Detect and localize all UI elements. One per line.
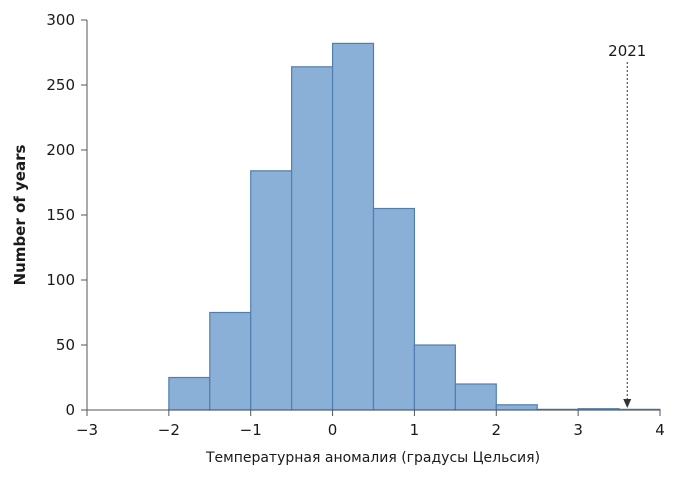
annotation-arrow-icon	[623, 399, 632, 408]
x-tick-label: −2	[158, 421, 180, 439]
x-tick-label: 4	[655, 421, 665, 439]
histogram-bar-1	[168, 376, 211, 411]
x-tick-label: 0	[328, 421, 338, 439]
histogram-bar-3	[250, 170, 293, 411]
histogram-bar-7	[413, 344, 456, 411]
x-tick-label: −1	[240, 421, 262, 439]
y-tick-label: 50	[56, 336, 75, 354]
histogram-bar-4	[291, 66, 334, 411]
histogram-bar-6	[372, 207, 416, 411]
y-tick-label: 100	[46, 271, 75, 289]
x-tick-label: 1	[410, 421, 420, 439]
bars-layer	[168, 42, 661, 411]
y-tick-label: 150	[46, 206, 75, 224]
x-axis-title: Температурная аномалия (градусы Цельсия)	[205, 450, 540, 466]
y-tick-label: 0	[65, 401, 75, 419]
y-tick-label: 300	[46, 11, 75, 29]
x-tick-label: 3	[573, 421, 583, 439]
annotation-label: 2021	[608, 42, 646, 60]
histogram-bar-8	[454, 383, 497, 411]
y-axis-title: Number of years	[11, 145, 29, 286]
x-tick-label: −3	[76, 421, 98, 439]
histogram-bar-9	[495, 404, 538, 411]
y-tick-label: 200	[46, 141, 75, 159]
histogram-bar-5	[331, 42, 375, 411]
axes-layer: 0 50 100 150 200 250 300 −3 −2 −1 0 1 2 3 4	[46, 11, 664, 439]
annotation-layer: 2021	[608, 42, 646, 408]
y-tick-label: 250	[46, 76, 75, 94]
x-tick-label: 2	[492, 421, 502, 439]
histogram-bar-2	[209, 311, 252, 411]
